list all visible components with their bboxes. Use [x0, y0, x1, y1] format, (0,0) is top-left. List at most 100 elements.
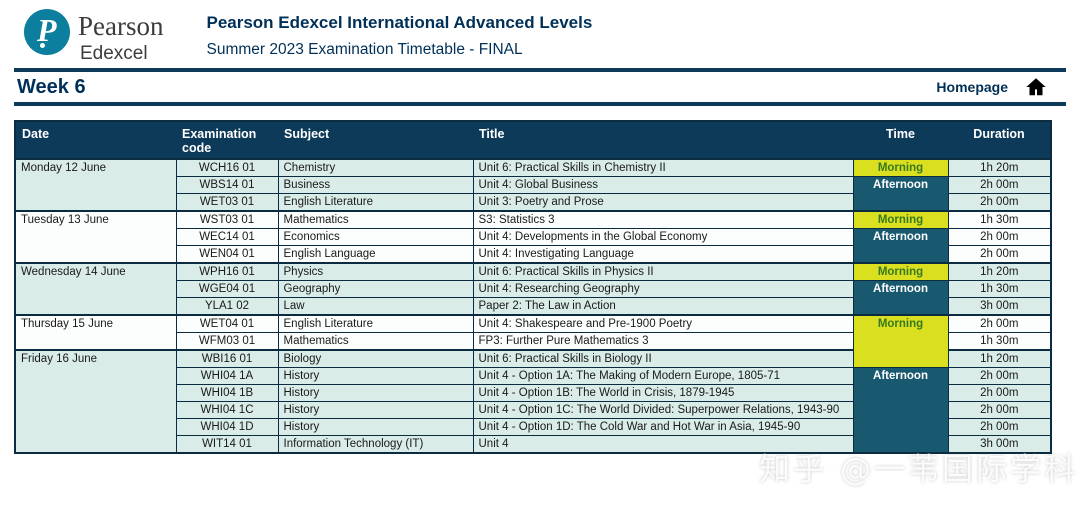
pearson-edexcel-logo: P Pearson Edexcel — [24, 9, 163, 63]
duration-cell: 1h 20m — [947, 158, 1052, 177]
subject-cell: Biology — [277, 349, 474, 368]
date-cell: Thursday 15 June — [14, 314, 177, 351]
title-cell: Unit 4: Global Business — [472, 176, 854, 194]
duration-cell: 2h 00m — [947, 314, 1052, 333]
duration-cell: 3h 00m — [947, 297, 1052, 316]
duration-cell: 2h 00m — [947, 245, 1052, 264]
subject-cell: Mathematics — [277, 332, 474, 351]
logo-wordmark: Pearson Edexcel — [78, 9, 164, 64]
time-cell: Afternoon — [852, 280, 949, 316]
duration-cell: 1h 30m — [947, 280, 1052, 298]
time-cell: Morning — [852, 210, 949, 229]
subject-cell: Chemistry — [277, 158, 474, 177]
pearson-monogram-dot — [40, 43, 45, 48]
duration-cell: 2h 00m — [947, 228, 1052, 246]
date-cell: Friday 16 June — [14, 349, 177, 454]
title-cell: Unit 4 - Option 1A: The Making of Modern… — [472, 367, 854, 385]
table-row: WEN04 01 English Language Unit 4: Investig… — [15, 245, 1052, 264]
time-cell: Afternoon — [852, 176, 949, 212]
duration-cell: 1h 30m — [947, 210, 1052, 229]
duration-cell: 2h 00m — [947, 401, 1052, 419]
table-row: Thursday 15 June WET04 01 English Literatu… — [14, 314, 1052, 368]
title-cell: Unit 4: Researching Geography — [472, 280, 854, 298]
subject-cell: Mathematics — [277, 210, 474, 229]
date-cell: Wednesday 14 June — [14, 262, 177, 316]
table-row: Friday 16 June WBI16 01 Biology Unit 6: Pra… — [14, 349, 1052, 454]
exam-timetable: Date Examination code Subject Title Time Dura… — [14, 120, 1052, 454]
page-subtitle: Summer 2023 Examination Timetable - FINA… — [206, 41, 523, 58]
week-bar: Week 6 Homepage — [14, 68, 1066, 106]
title-cell: Unit 6: Practical Skills in Physics II — [472, 262, 854, 281]
subject-cell: History — [277, 367, 474, 385]
table-row: YLA1 02 Law Paper 2: The Law in Action 3h 0… — [15, 297, 1052, 316]
page-title: Pearson Edexcel International Advanced L… — [206, 13, 593, 32]
duration-cell: 1h 30m — [947, 332, 1052, 351]
top-header: P Pearson Edexcel Pearson Edexcel Intern… — [0, 0, 1080, 68]
subject-cell: Physics — [277, 262, 474, 281]
time-cell: Morning — [852, 158, 949, 177]
duration-cell: 1h 20m — [947, 262, 1052, 281]
exam-code-cell: WHI04 1A — [175, 367, 279, 385]
column-header-subject: Subject — [278, 121, 473, 159]
time-cell: Afternoon — [852, 367, 949, 454]
exam-code-cell: WIT14 01 — [175, 435, 279, 454]
table-row: WHI04 1B History Unit 4 - Option 1B: The W… — [15, 384, 1052, 402]
exam-code-cell: YLA1 02 — [175, 297, 279, 316]
subject-cell: Information Technology (IT) — [277, 435, 474, 454]
exam-code-cell: WET04 01 — [175, 314, 279, 333]
subject-cell: Law — [277, 297, 474, 316]
title-cell: Unit 4 - Option 1C: The World Divided: S… — [472, 401, 854, 419]
pearson-logo-icon: P — [24, 9, 70, 55]
header-row: Date Examination code Subject Title Time Dura… — [15, 121, 1051, 159]
exam-code-cell: WBI16 01 — [175, 349, 279, 368]
duration-cell: 3h 00m — [947, 435, 1052, 454]
title-cell: Unit 6: Practical Skills in Chemistry II — [472, 158, 854, 177]
table-row: Tuesday 13 June WST03 01 Mathematics S3: St… — [14, 210, 1052, 264]
exam-code-cell: WST03 01 — [175, 210, 279, 229]
table-row: Wednesday 14 June WPH16 01 Physics Unit 6: … — [14, 262, 1052, 316]
column-header-time: Time — [853, 121, 948, 159]
column-header-date: Date — [15, 121, 176, 159]
subject-cell: English Literature — [277, 314, 474, 333]
homepage-link[interactable]: Homepage — [936, 76, 1062, 98]
duration-cell: 2h 00m — [947, 384, 1052, 402]
timetable-body: Monday 12 June WCH16 01 Chemistry Unit 6: P… — [14, 158, 1052, 454]
time-cell: Afternoon — [852, 228, 949, 264]
exam-code-cell: WHI04 1B — [175, 384, 279, 402]
time-cell: Morning — [852, 314, 949, 368]
date-cell: Monday 12 June — [14, 158, 177, 212]
table-row: WHI04 1D History Unit 4 - Option 1D: The C… — [15, 418, 1052, 436]
exam-code-cell: WEN04 01 — [175, 245, 279, 264]
title-cell: FP3: Further Pure Mathematics 3 — [472, 332, 854, 351]
title-cell: Unit 4: Investigating Language — [472, 245, 854, 264]
subject-cell: Geography — [277, 280, 474, 298]
logo-brand-text: Pearson — [78, 11, 164, 41]
subject-cell: History — [277, 418, 474, 436]
duration-cell: 1h 20m — [947, 349, 1052, 368]
title-cell: Unit 4 — [472, 435, 854, 454]
column-header-examination-code: Examination code — [176, 121, 278, 159]
homepage-label[interactable]: Homepage — [936, 79, 1008, 95]
table-row: Monday 12 June WCH16 01 Chemistry Unit 6: P… — [14, 158, 1052, 212]
column-header-duration: Duration — [948, 121, 1051, 159]
table-row: WEC14 01 Economics Unit 4: Developments in… — [15, 228, 1052, 264]
title-cell: S3: Statistics 3 — [472, 210, 854, 229]
time-cell: Morning — [852, 262, 949, 281]
title-cell: Unit 3: Poetry and Prose — [472, 193, 854, 212]
week-title: Week 6 — [17, 75, 86, 98]
home-icon[interactable] — [1024, 76, 1048, 98]
subject-cell: History — [277, 401, 474, 419]
exam-code-cell: WEC14 01 — [175, 228, 279, 246]
exam-code-cell: WET03 01 — [175, 193, 279, 212]
exam-code-cell: WHI04 1C — [175, 401, 279, 419]
exam-code-cell: WHI04 1D — [175, 418, 279, 436]
duration-cell: 2h 00m — [947, 367, 1052, 385]
duration-cell: 2h 00m — [947, 418, 1052, 436]
timetable-header: Date Examination code Subject Title Time Dura… — [15, 121, 1051, 159]
duration-cell: 2h 00m — [947, 176, 1052, 194]
column-header-title: Title — [473, 121, 853, 159]
title-cell: Paper 2: The Law in Action — [472, 297, 854, 316]
subject-cell: Economics — [277, 228, 474, 246]
exam-code-cell: WBS14 01 — [175, 176, 279, 194]
table-row: WHI04 1A History Unit 4 - Option 1A: The M… — [15, 367, 1052, 454]
